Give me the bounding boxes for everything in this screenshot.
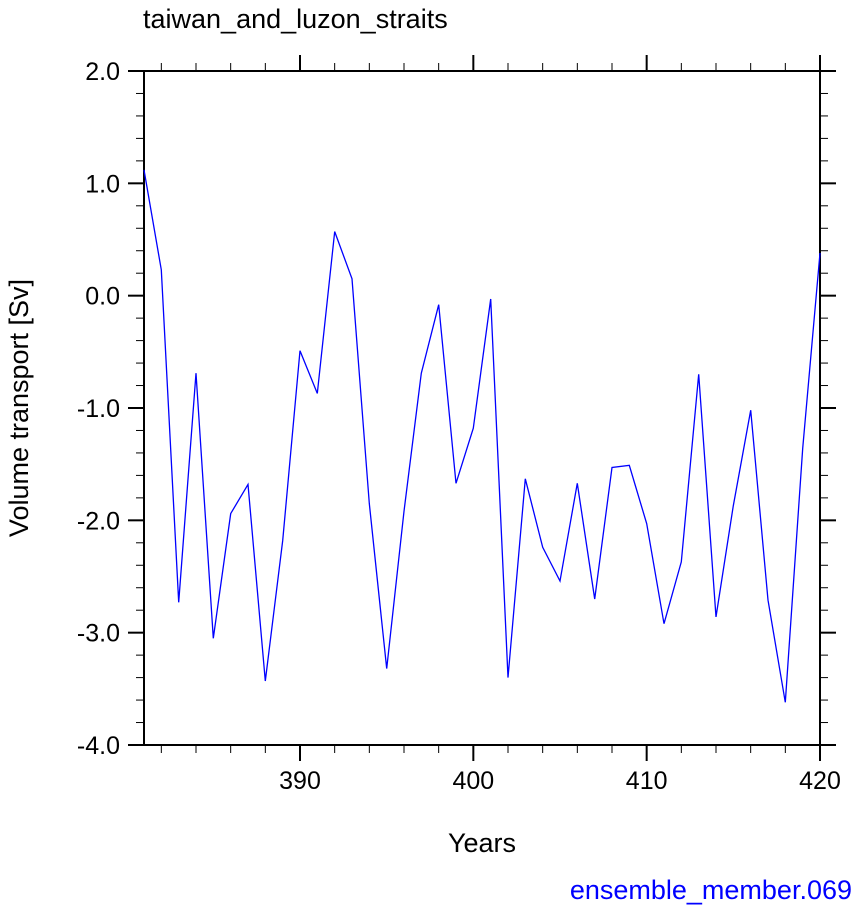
y-tick-label: -4.0 <box>77 732 120 760</box>
x-tick-label: 390 <box>279 767 321 795</box>
chart-subtitle: ensemble_member.069 <box>570 875 852 905</box>
y-tick-label: 2.0 <box>85 58 120 86</box>
x-tick-label: 410 <box>626 767 668 795</box>
chart-title: taiwan_and_luzon_straits <box>143 4 448 34</box>
y-axis-label: Volume transport [Sv] <box>4 279 34 537</box>
x-axis-label: Years <box>448 828 516 858</box>
y-tick-label: 0.0 <box>85 283 120 311</box>
x-axis: 390 400 410 420 <box>160 55 841 795</box>
y-tick-label: 1.0 <box>85 170 120 198</box>
plot-frame <box>143 70 821 746</box>
x-tick-label: 420 <box>799 767 841 795</box>
series-line <box>143 169 821 703</box>
y-axis: -4.0 -3.0 -2.0 -1.0 0.0 1.0 2.0 <box>77 58 836 760</box>
y-tick-label: -3.0 <box>77 620 120 648</box>
y-tick-label: -2.0 <box>77 507 120 535</box>
x-tick-label: 400 <box>452 767 494 795</box>
y-tick-label: -1.0 <box>77 395 120 423</box>
